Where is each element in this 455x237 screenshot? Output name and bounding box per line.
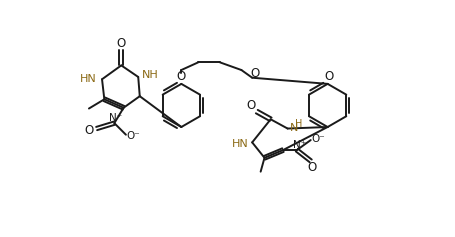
Text: O: O xyxy=(307,160,316,173)
Text: NH: NH xyxy=(142,70,158,80)
Text: O: O xyxy=(324,70,333,83)
Text: N⁺: N⁺ xyxy=(109,113,122,123)
Text: O: O xyxy=(250,67,259,80)
Text: O: O xyxy=(116,37,126,50)
Text: O: O xyxy=(177,70,186,83)
Text: N: N xyxy=(289,123,297,133)
Text: O: O xyxy=(84,123,93,137)
Text: O⁻: O⁻ xyxy=(126,131,140,141)
Text: H: H xyxy=(294,119,301,129)
Text: HN: HN xyxy=(80,74,96,84)
Text: N⁺: N⁺ xyxy=(293,140,306,150)
Text: HN: HN xyxy=(231,139,248,149)
Text: O: O xyxy=(246,99,255,112)
Text: O⁻: O⁻ xyxy=(311,134,324,144)
